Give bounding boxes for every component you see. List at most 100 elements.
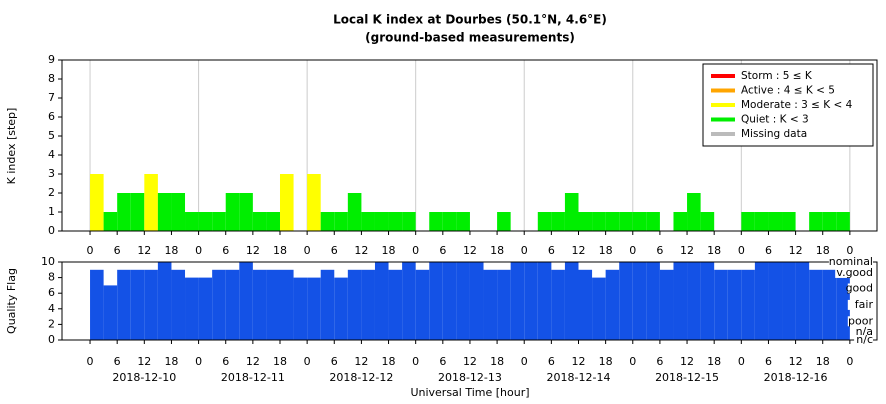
y2-tick-label: fair <box>855 298 874 311</box>
bar <box>592 212 606 231</box>
x-tick-label: 12 <box>463 244 477 257</box>
y-tick-label: 5 <box>48 129 55 142</box>
x-tick-label: 0 <box>195 244 202 257</box>
x-tick-label: 0 <box>629 355 636 368</box>
bar <box>714 269 728 340</box>
date-label: 2018-12-11 <box>221 371 285 384</box>
y-tick-label: 0 <box>48 224 55 237</box>
y2-label-bg <box>847 299 873 310</box>
y2-tick-label: n/a <box>856 325 873 338</box>
bar <box>130 269 145 340</box>
bar <box>212 269 226 340</box>
bar <box>130 193 145 231</box>
x-tick-label: 12 <box>137 355 151 368</box>
bar <box>347 269 362 340</box>
bar <box>809 212 823 231</box>
bar <box>619 262 633 340</box>
bar <box>578 212 593 231</box>
x-tick-label: 12 <box>680 355 694 368</box>
x-tick-label: 6 <box>114 244 121 257</box>
x-tick-label: 0 <box>412 355 419 368</box>
bar <box>632 212 647 231</box>
bar <box>537 262 552 340</box>
bar <box>578 269 593 340</box>
y2-tick-label: n/c <box>856 333 873 346</box>
y2-label-bg <box>828 257 873 267</box>
bar <box>836 212 850 231</box>
bar <box>252 269 267 340</box>
bar <box>551 269 565 340</box>
x-axis-label: Universal Time [hour] <box>410 386 529 399</box>
y-tick-label: 9 <box>48 53 55 66</box>
x-tick-label: 6 <box>331 355 338 368</box>
bar <box>103 212 118 231</box>
x-tick-label: 18 <box>382 355 396 368</box>
x-tick-label: 6 <box>331 244 338 257</box>
bar <box>673 212 688 231</box>
bar <box>415 269 430 340</box>
bar <box>374 212 389 231</box>
bar <box>320 212 335 231</box>
y-tick-label: 8 <box>48 72 55 85</box>
y2-tick-label: poor <box>848 314 873 327</box>
bar <box>456 212 470 231</box>
x-tick-label: 18 <box>382 244 396 257</box>
x-tick-label: 6 <box>765 244 772 257</box>
bar <box>144 174 158 231</box>
bar <box>442 262 457 340</box>
bar <box>117 193 131 231</box>
x-tick-label: 18 <box>164 355 178 368</box>
x-tick-label: 18 <box>273 244 287 257</box>
chart-subtitle: (ground-based measurements) <box>365 31 575 45</box>
x-tick-label: 12 <box>354 244 368 257</box>
x-tick-label: 12 <box>571 244 585 257</box>
y-tick-label: 4 <box>48 148 55 161</box>
bar <box>564 193 579 231</box>
bar <box>727 269 742 340</box>
bar <box>551 212 565 231</box>
legend-label: Missing data <box>741 128 807 140</box>
y-tick-label: 2 <box>48 186 55 199</box>
legend-label: Storm : 5 ≤ K <box>741 70 813 82</box>
legend-label: Moderate : 3 ≤ K < 4 <box>741 99 853 111</box>
bar <box>510 262 525 340</box>
bar <box>741 269 755 340</box>
y-tick-label: 3 <box>48 167 55 180</box>
bar <box>700 212 715 231</box>
date-label: 2018-12-16 <box>764 371 828 384</box>
y-tick-label: 8 <box>48 271 55 284</box>
x-tick-label: 18 <box>273 355 287 368</box>
bar <box>456 262 470 340</box>
bar <box>252 212 267 231</box>
bar <box>239 262 253 340</box>
bar <box>307 174 321 231</box>
x-tick-label: 12 <box>246 244 260 257</box>
date-label: 2018-12-15 <box>655 371 719 384</box>
bar <box>279 269 294 340</box>
x-tick-label: 0 <box>846 355 853 368</box>
y2-tick-label: v.good <box>836 266 873 279</box>
bar <box>157 193 172 231</box>
bar <box>103 285 118 340</box>
bar <box>225 193 240 231</box>
x-tick-label: 0 <box>304 355 311 368</box>
y-tick-label: 0 <box>48 333 55 346</box>
bar <box>334 212 348 231</box>
bar <box>402 262 416 340</box>
x-tick-label: 6 <box>548 244 555 257</box>
x-tick-label: 6 <box>548 355 555 368</box>
bar <box>768 262 783 340</box>
y-tick-label: 10 <box>41 255 55 268</box>
bar <box>157 262 172 340</box>
legend-label: Quiet : K < 3 <box>741 114 809 126</box>
bar <box>185 212 199 231</box>
bar <box>687 262 701 340</box>
y-tick-label: 2 <box>48 317 55 330</box>
x-tick-label: 6 <box>439 244 446 257</box>
bar <box>225 269 240 340</box>
bar <box>809 269 823 340</box>
bar <box>402 212 416 231</box>
bar <box>605 212 620 231</box>
x-tick-label: 0 <box>195 355 202 368</box>
x-tick-label: 6 <box>222 244 229 257</box>
